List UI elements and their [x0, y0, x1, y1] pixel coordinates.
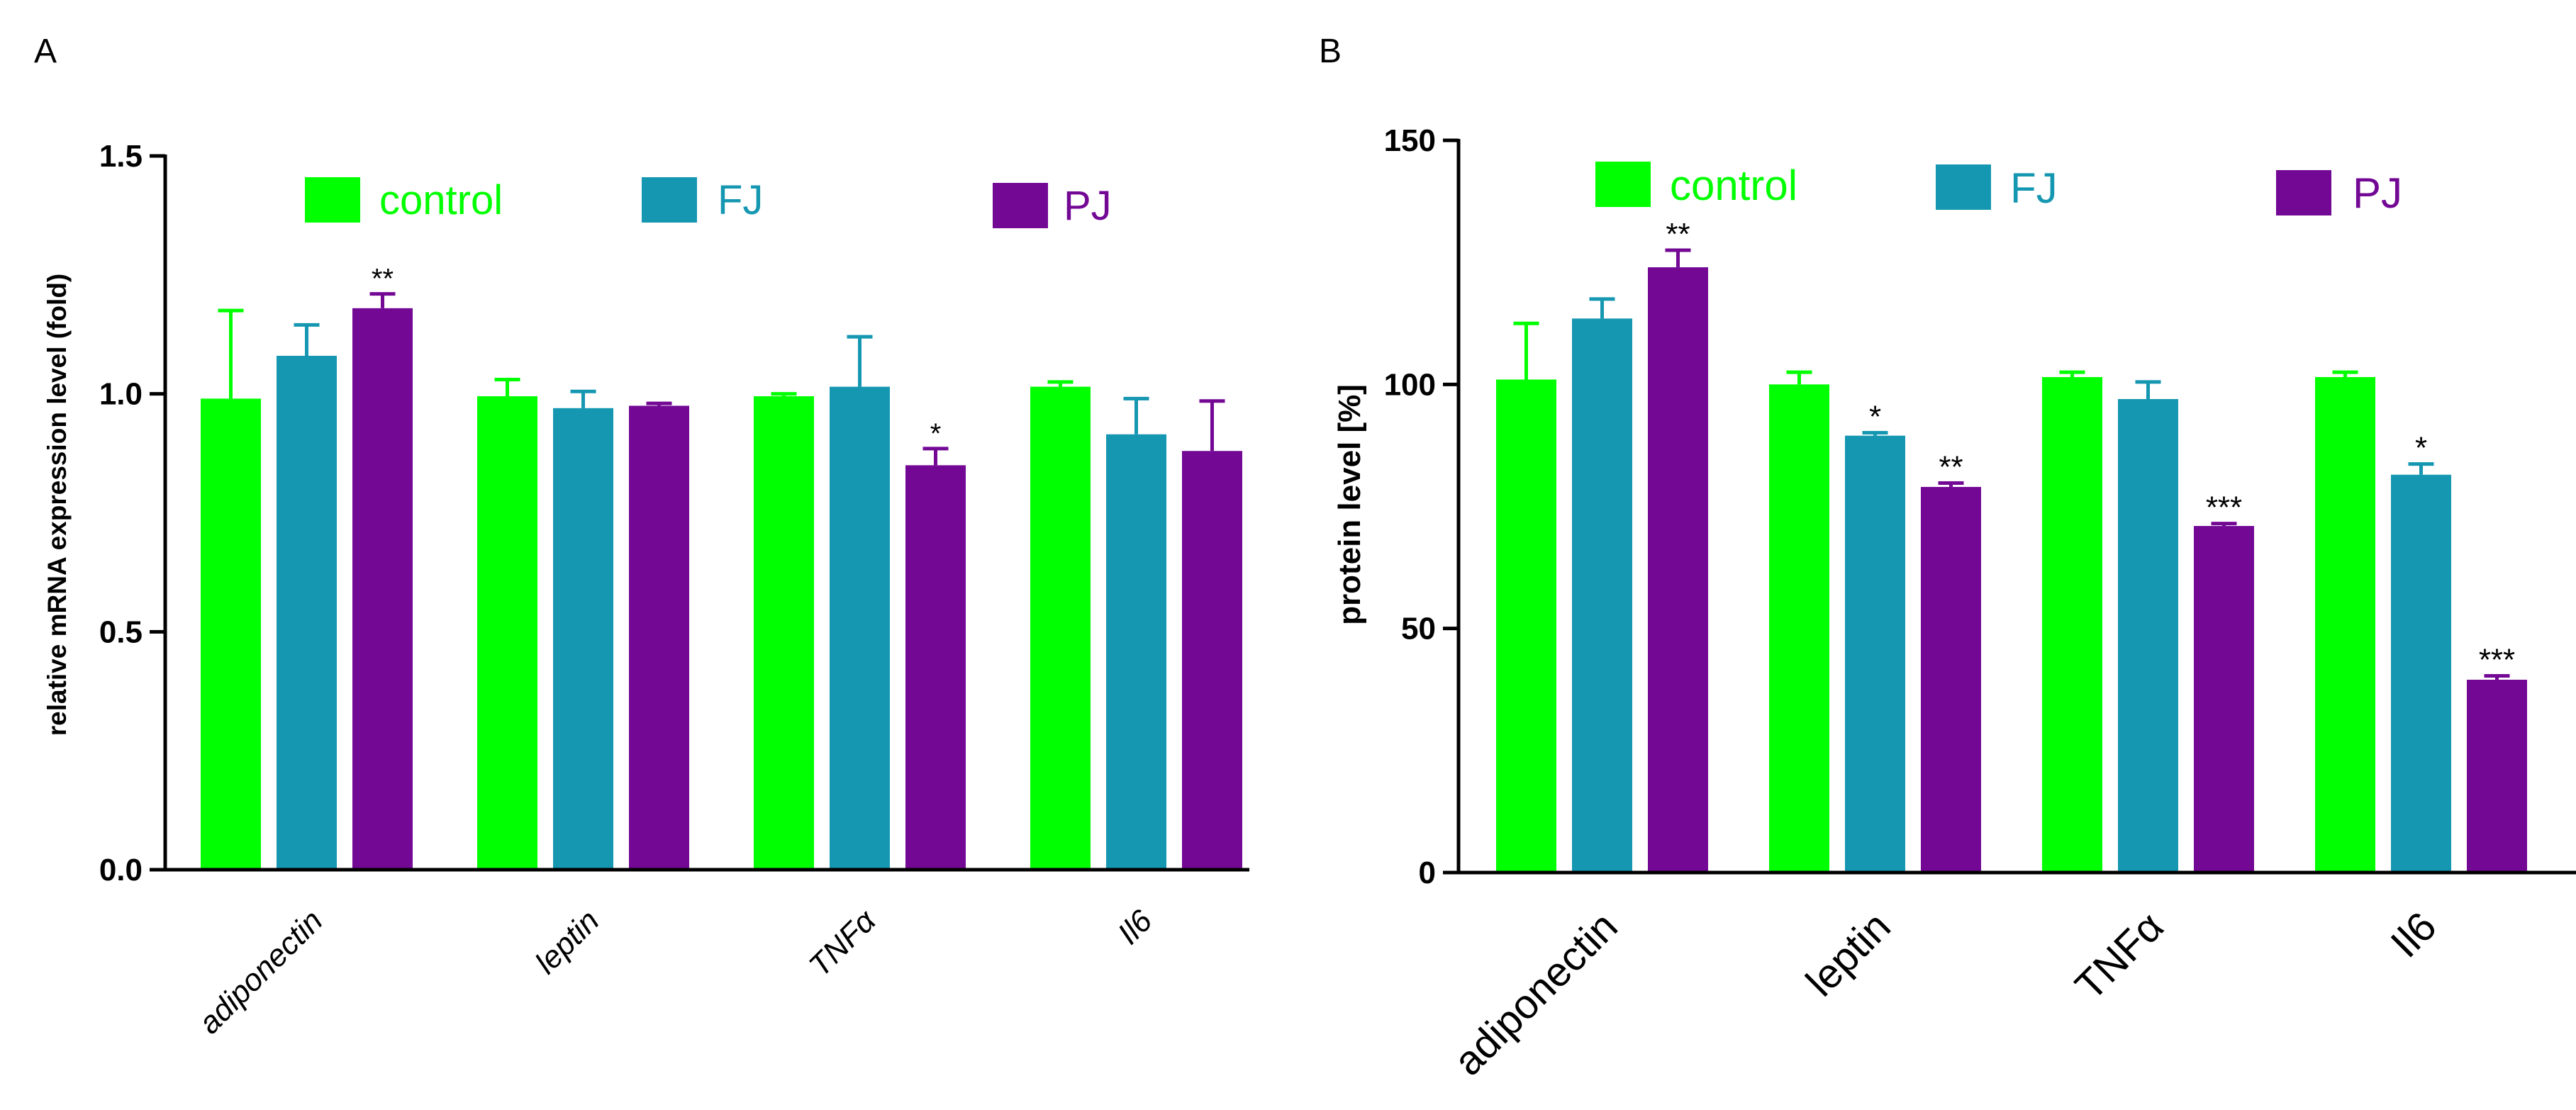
bar-fj-0 — [1572, 318, 1632, 873]
category-label: TNFα — [803, 902, 883, 983]
category-label: adiponectin — [1445, 903, 1627, 1084]
bar-pj-2 — [2194, 526, 2254, 873]
bar-control-3 — [2315, 377, 2375, 873]
legend-label-pj: PJ — [2353, 169, 2402, 217]
bar-fj-1 — [1845, 435, 1905, 873]
y-tick-label: 50 — [1401, 612, 1436, 646]
category-label: leptin — [1797, 903, 1900, 1005]
bar-control-3 — [1030, 386, 1091, 870]
y-tick-label: 1.5 — [99, 139, 143, 174]
legend-label-control: control — [1670, 162, 1797, 209]
panel-a-y-ticks: 0.0 0.5 1.0 1.5 — [99, 139, 165, 887]
legend-swatch-control — [1595, 162, 1651, 207]
bar-fj-0 — [277, 355, 337, 870]
bar-control-0 — [201, 398, 261, 870]
legend-swatch-pj — [993, 183, 1048, 228]
bar-control-2 — [2042, 377, 2102, 873]
panel-b-y-axis-label: protein level [%] — [1332, 384, 1367, 625]
panel-a-legend: control FJ PJ — [305, 177, 1112, 229]
bar-fj-2 — [2118, 398, 2178, 873]
bar-fj-3 — [1106, 434, 1166, 870]
category-label: Il6 — [1111, 903, 1159, 951]
bar-pj-0 — [352, 308, 413, 870]
panel-b-y-ticks: 0 50 100 150 — [1384, 123, 1459, 890]
bar-control-2 — [754, 396, 814, 870]
panel-a-letter: A — [34, 33, 57, 70]
category-label: adiponectin — [192, 903, 330, 1041]
significance-marker: *** — [2479, 642, 2515, 677]
bar-pj-1 — [629, 405, 689, 870]
y-tick-label: 1.0 — [99, 377, 143, 412]
legend-label-fj: FJ — [718, 177, 763, 223]
y-tick-label: 150 — [1384, 123, 1436, 158]
panel-a: A relative mRNA expression level (fold) … — [34, 33, 1249, 1041]
panel-a-bars: *** — [201, 264, 1242, 870]
panel-b-legend: control FJ PJ — [1595, 162, 2402, 217]
y-tick-label: 0.0 — [99, 853, 143, 887]
legend-swatch-control — [305, 177, 360, 223]
significance-marker: ** — [1666, 217, 1690, 252]
category-label: Il6 — [2382, 903, 2445, 966]
legend-label-fj: FJ — [2010, 164, 2058, 212]
y-tick-label: 100 — [1384, 367, 1436, 402]
legend-label-control: control — [379, 177, 503, 223]
category-label: TNFα — [2066, 903, 2172, 1009]
bar-pj-3 — [1182, 451, 1242, 870]
category-label: leptin — [529, 903, 606, 980]
bar-pj-1 — [1921, 486, 1981, 873]
significance-marker: * — [2415, 431, 2427, 466]
bar-pj-2 — [905, 465, 966, 870]
panel-a-axes — [163, 155, 1249, 872]
significance-marker: * — [930, 418, 942, 449]
significance-marker: ** — [1939, 449, 1963, 484]
panel-a-y-axis-label: relative mRNA expression level (fold) — [43, 274, 72, 736]
panel-b-category-labels: adiponectin leptin TNFα Il6 — [1445, 903, 2446, 1084]
bar-fj-3 — [2391, 474, 2451, 873]
bar-control-1 — [477, 396, 537, 870]
bar-pj-3 — [2467, 679, 2527, 873]
significance-marker: *** — [2206, 490, 2242, 525]
bar-control-0 — [1496, 379, 1556, 873]
bar-pj-0 — [1648, 267, 1708, 873]
panel-b-bars: ************ — [1496, 217, 2527, 873]
bar-control-1 — [1769, 384, 1829, 873]
y-tick-label: 0 — [1419, 856, 1436, 890]
legend-swatch-fj — [1936, 164, 1991, 210]
panel-b-letter: B — [1319, 33, 1342, 70]
bar-fj-2 — [830, 386, 890, 870]
legend-swatch-pj — [2276, 170, 2331, 215]
legend-label-pj: PJ — [1064, 183, 1112, 229]
panel-a-category-labels: adiponectin leptin TNFα Il6 — [192, 902, 1159, 1041]
legend-swatch-fj — [642, 177, 697, 223]
significance-marker: * — [1869, 400, 1881, 435]
panel-b-axes — [1456, 139, 2576, 875]
bar-fj-1 — [553, 408, 613, 870]
significance-marker: ** — [372, 264, 394, 295]
y-tick-label: 0.5 — [99, 615, 143, 649]
